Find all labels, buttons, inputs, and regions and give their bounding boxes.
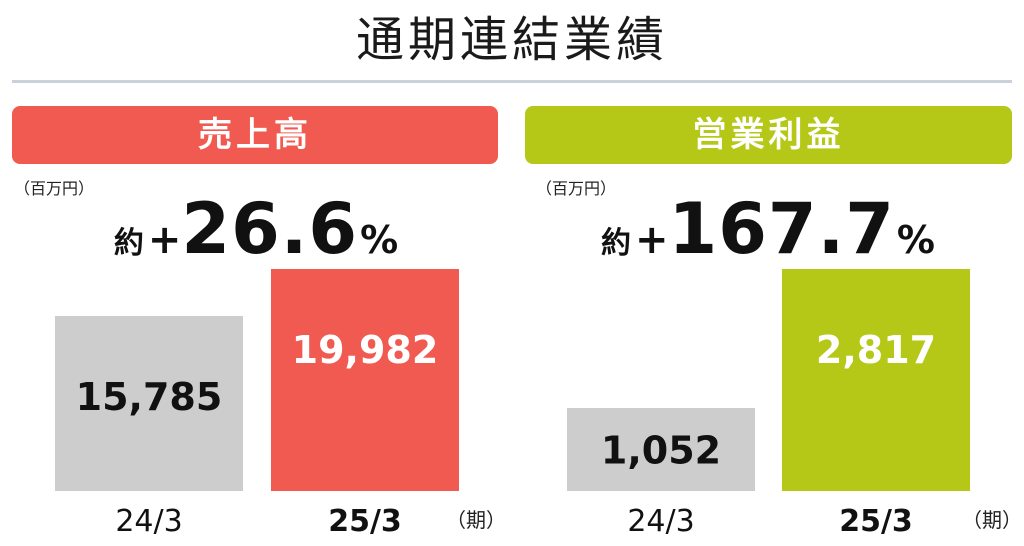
operating-profit-bar-24-3	[567, 408, 755, 491]
operating-profit-category-label: 25/3	[839, 504, 913, 539]
sales-header: 売上高	[12, 106, 498, 164]
title-divider	[12, 80, 1012, 83]
operating-profit-growth-prefix: 約	[600, 226, 631, 261]
sales-growth: 約 +26.6%	[0, 186, 512, 272]
operating-profit-category-label: 24/3	[627, 504, 694, 539]
operating-profit-panel: 営業利益 （百万円） 約 +167.7% 1,052 24/3 2,817 25/3 （…	[512, 0, 1024, 546]
page-title: 通期連結業績	[355, 12, 668, 68]
operating-profit-bar-25-3	[782, 269, 970, 491]
sales-value-label: 15,785	[76, 375, 223, 419]
operating-profit-growth-suffix: %	[896, 218, 935, 262]
sales-category-label: 25/3	[328, 504, 402, 539]
sales-bar-24-3	[55, 316, 243, 491]
operating-profit-growth-value: 167.7	[668, 188, 895, 270]
sales-bar-25-3	[271, 269, 459, 491]
operating-profit-period-unit: （期）	[962, 508, 1022, 532]
sales-value-label: 19,982	[292, 328, 439, 372]
sales-growth-sign: +	[147, 217, 182, 263]
sales-unit-label: （百万円）	[14, 179, 95, 198]
sales-period-unit: （期）	[446, 508, 506, 532]
operating-profit-growth: 約 +167.7%	[512, 186, 1024, 272]
sales-panel: 売上高 （百万円） 約 +26.6% 15,785 24/3 19,982 25/3 （…	[0, 106, 512, 539]
sales-growth-suffix: %	[360, 218, 399, 262]
sales-growth-prefix: 約	[113, 226, 144, 261]
operating-profit-bar-chart: 1,052 24/3 2,817 25/3	[567, 269, 970, 539]
operating-profit-growth-sign: +	[634, 217, 669, 263]
operating-profit-value-label: 1,052	[601, 429, 721, 473]
operating-profit-header: 営業利益	[525, 106, 1012, 164]
sales-growth-value: 26.6	[181, 188, 359, 270]
operating-profit-unit-label: （百万円）	[536, 179, 617, 198]
sales-bar-chart: 15,785 24/3 19,982 25/3	[55, 269, 459, 539]
sales-category-label: 24/3	[115, 504, 182, 539]
operating-profit-value-label: 2,817	[816, 328, 936, 372]
